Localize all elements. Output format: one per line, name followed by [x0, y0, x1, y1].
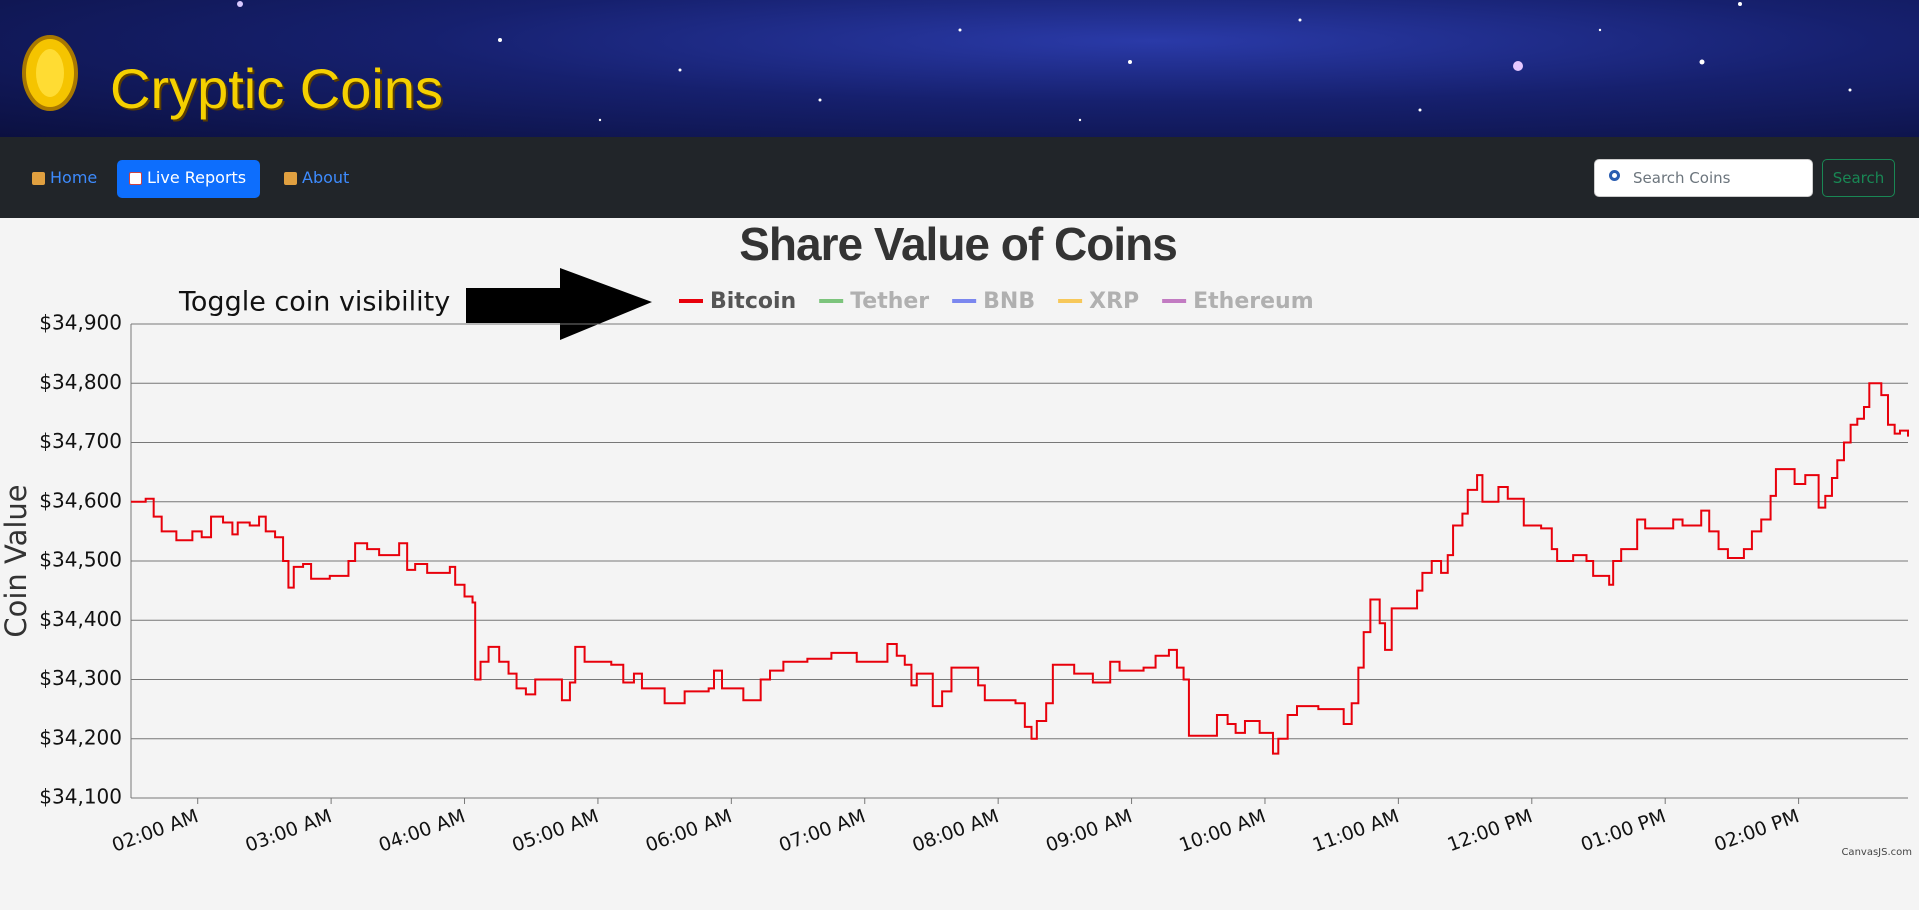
y-tick-label: $34,200: [39, 725, 122, 749]
x-tick-label: 06:00 AM: [643, 805, 735, 857]
x-tick-label: 07:00 AM: [776, 805, 868, 857]
nav-link[interactable]: About: [272, 160, 363, 198]
legend-entry[interactable]: Bitcoin: [710, 289, 796, 314]
starfield: [22, 1, 1852, 122]
y-tick-label: $34,300: [39, 666, 122, 690]
y-tick-label: $34,900: [39, 311, 122, 335]
chart: Share Value of Coins Toggle coin visibil…: [0, 218, 1912, 858]
x-tick-label: 02:00 PM: [1711, 805, 1802, 856]
legend-entry[interactable]: Tether: [850, 289, 929, 314]
x-tick-label: 01:00 PM: [1578, 805, 1669, 856]
x-tick-label: 10:00 AM: [1176, 805, 1268, 857]
x-tick-label: 09:00 AM: [1043, 805, 1135, 857]
legend-entry[interactable]: Ethereum: [1193, 289, 1313, 314]
x-tick-label: 12:00 PM: [1445, 805, 1536, 856]
y-tick-label: $34,800: [39, 370, 122, 394]
search-input[interactable]: Search Coins: [1594, 159, 1813, 197]
x-tick-label: 03:00 AM: [242, 805, 334, 857]
site-title: Cryptic Coins: [110, 57, 443, 120]
arrow: [466, 268, 652, 340]
legend-entry[interactable]: XRP: [1089, 289, 1139, 314]
x-tick-label: 11:00 AM: [1310, 805, 1402, 857]
y-axis-title: Coin Value: [0, 484, 33, 637]
y-tick-label: $34,500: [39, 548, 122, 572]
y-tick-label: $34,400: [39, 607, 122, 631]
x-tick-label: 02:00 AM: [109, 805, 201, 857]
search-button[interactable]: Search: [1822, 159, 1895, 197]
chart-title: Share Value of Coins: [739, 218, 1177, 270]
header-banner: Cryptic Coins: [0, 0, 1919, 137]
x-tick-label: 04:00 AM: [376, 805, 468, 857]
y-tick-label: $34,100: [39, 785, 122, 809]
y-tick-label: $34,700: [39, 429, 122, 453]
nav-link[interactable]: Live Reports: [117, 160, 261, 198]
legend-entry[interactable]: BNB: [983, 289, 1035, 314]
nav-link[interactable]: Home: [20, 160, 111, 198]
credit: CanvasJS.com: [1841, 847, 1912, 858]
annotation: Toggle coin visibility: [178, 287, 450, 318]
navbar: Home Live Reports About Search Coins Sea…: [0, 137, 1919, 218]
y-tick-label: $34,600: [39, 488, 122, 512]
x-tick-label: 08:00 AM: [909, 805, 1001, 857]
x-tick-label: 05:00 AM: [509, 805, 601, 857]
series-line: [131, 382, 1909, 755]
